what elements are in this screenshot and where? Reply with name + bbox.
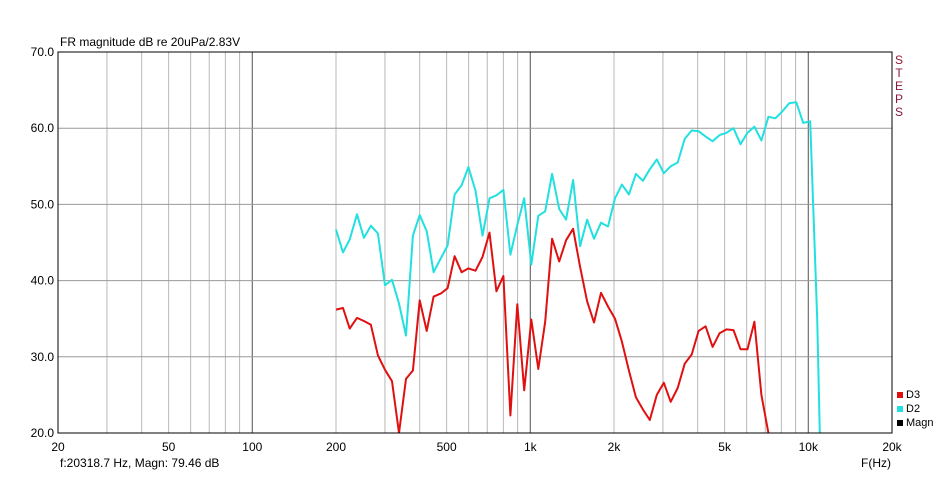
x-tick-label: 100 — [242, 440, 262, 454]
steps-letter: T — [895, 66, 903, 80]
legend-item-d3: D3 — [897, 389, 920, 401]
x-tick-label: 500 — [437, 440, 457, 454]
x-tick-label: 10k — [799, 440, 819, 454]
chart-title: FR magnitude dB re 20uPa/2.83V — [60, 35, 240, 49]
legend-swatch — [897, 406, 903, 412]
x-tick-label: 2k — [608, 440, 622, 454]
plot-background — [58, 52, 892, 433]
legend-item-magn: Magn — [897, 417, 934, 429]
y-tick-label: 50.0 — [31, 197, 55, 211]
legend-swatch — [897, 392, 903, 398]
x-tick-label: 5k — [718, 440, 732, 454]
steps-letter: S — [895, 105, 903, 119]
plot-border — [57, 51, 893, 434]
y-axis-ticks: 20.0 30.0 40.0 50.0 60.0 70.0 — [31, 45, 55, 440]
legend-label: D2 — [906, 403, 921, 415]
status-readout: f:20318.7 Hz, Magn: 79.46 dB — [60, 456, 219, 470]
x-tick-label: 50 — [162, 440, 176, 454]
steps-letter: S — [895, 53, 903, 67]
legend-label: Magn — [906, 417, 934, 429]
x-tick-label: 200 — [326, 440, 346, 454]
steps-letter: P — [895, 92, 903, 106]
y-tick-label: 20.0 — [31, 426, 55, 440]
x-axis-label: F(Hz) — [861, 456, 891, 470]
data-series — [335, 101, 821, 433]
x-tick-label: 20 — [51, 440, 65, 454]
series-line-d3 — [335, 227, 770, 433]
steps-letter: E — [895, 79, 903, 93]
series-line-d2 — [335, 101, 821, 433]
x-tick-label: 20k — [882, 440, 902, 454]
legend-swatch — [897, 420, 903, 426]
y-tick-label: 30.0 — [31, 350, 55, 364]
legend-label: D3 — [906, 389, 921, 401]
legend-item-d2: D2 — [897, 403, 920, 415]
y-tick-label: 60.0 — [31, 121, 55, 135]
y-tick-label: 70.0 — [31, 45, 55, 59]
x-axis-ticks: 20 50 100 200 500 1k 2k 5k 10k 20k — [51, 440, 902, 454]
y-tick-label: 40.0 — [31, 274, 55, 288]
x-tick-label: 1k — [524, 440, 538, 454]
